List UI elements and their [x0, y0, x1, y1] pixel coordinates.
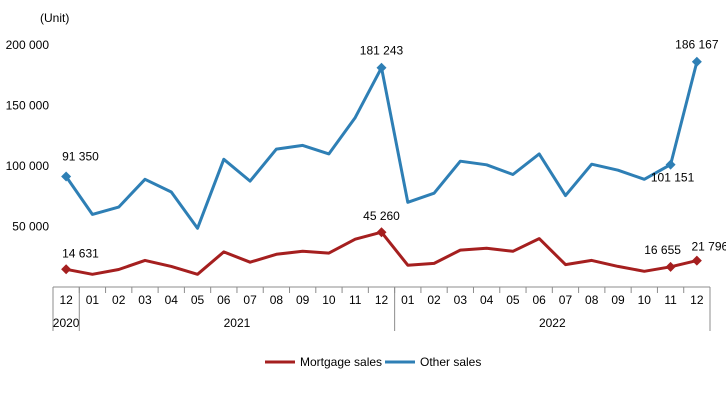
data-label: 45 260: [363, 209, 400, 223]
data-labels: 14 631 45 260 16 655 21 796 91 350 181 243 101…: [62, 38, 726, 261]
x-tick-label: 03: [454, 293, 468, 307]
data-label: 101 151: [651, 171, 695, 185]
x-tick-label: 05: [191, 293, 205, 307]
x-tick-label: 04: [165, 293, 179, 307]
data-marker: [691, 255, 702, 266]
legend: Mortgage sales Other sales: [265, 355, 481, 369]
y-tick-label: 200 000: [6, 38, 50, 52]
x-tick-label: 01: [401, 293, 415, 307]
x-tick-label: 03: [138, 293, 152, 307]
x-tick-label: 08: [270, 293, 284, 307]
x-tick-label: 06: [217, 293, 231, 307]
legend-label: Other sales: [420, 355, 481, 369]
x-tick-label: 12: [59, 293, 73, 307]
mortgage-sales-line: [65, 230, 698, 276]
y-tick-label: 50 000: [12, 220, 49, 234]
data-label: 14 631: [62, 246, 99, 260]
data-label: 181 243: [360, 44, 404, 58]
x-tick-label: 10: [322, 293, 336, 307]
series-lines: [64, 61, 699, 276]
year-label: 2022: [539, 316, 566, 330]
data-markers: [61, 56, 702, 275]
x-tick-label: 01: [86, 293, 100, 307]
y-axis-ticks: 200 000 150 000 100 000 50 000: [6, 38, 50, 234]
y-axis-label: (Unit): [40, 11, 69, 25]
x-tick-label: 11: [664, 293, 677, 307]
x-tick-label: 02: [427, 293, 441, 307]
x-tick-label: 10: [638, 293, 652, 307]
data-label: 186 167: [675, 38, 719, 52]
year-label: 2021: [224, 316, 251, 330]
data-marker: [61, 171, 72, 182]
x-tick-label: 07: [243, 293, 257, 307]
legend-label: Mortgage sales: [300, 355, 382, 369]
data-marker: [665, 159, 676, 170]
x-tick-label: 05: [506, 293, 520, 307]
data-marker: [61, 264, 72, 275]
x-tick-label: 12: [690, 293, 704, 307]
x-tick-label: 09: [611, 293, 625, 307]
data-label: 21 796: [692, 240, 726, 254]
data-marker: [691, 56, 702, 67]
data-label: 16 655: [644, 243, 681, 257]
x-tick-label: 04: [480, 293, 494, 307]
x-tick-label: 11: [349, 293, 362, 307]
data-marker: [376, 62, 387, 73]
x-tick-label: 12: [375, 293, 389, 307]
year-label: 2020: [53, 316, 80, 330]
data-label: 91 350: [62, 149, 99, 163]
data-marker: [376, 227, 387, 238]
x-axis: 12 01 02 03 04 05 06 07 08 09 10 11 12 01 02 03 04 05 06 07…: [52, 286, 711, 331]
x-tick-label: 02: [112, 293, 126, 307]
x-tick-label: 06: [533, 293, 547, 307]
data-marker: [665, 261, 676, 272]
y-tick-label: 100 000: [6, 159, 50, 173]
y-tick-label: 150 000: [6, 99, 50, 113]
x-tick-label: 07: [559, 293, 573, 307]
x-tick-label: 08: [585, 293, 599, 307]
x-tick-label: 09: [296, 293, 310, 307]
other-sales-line: [64, 61, 699, 230]
